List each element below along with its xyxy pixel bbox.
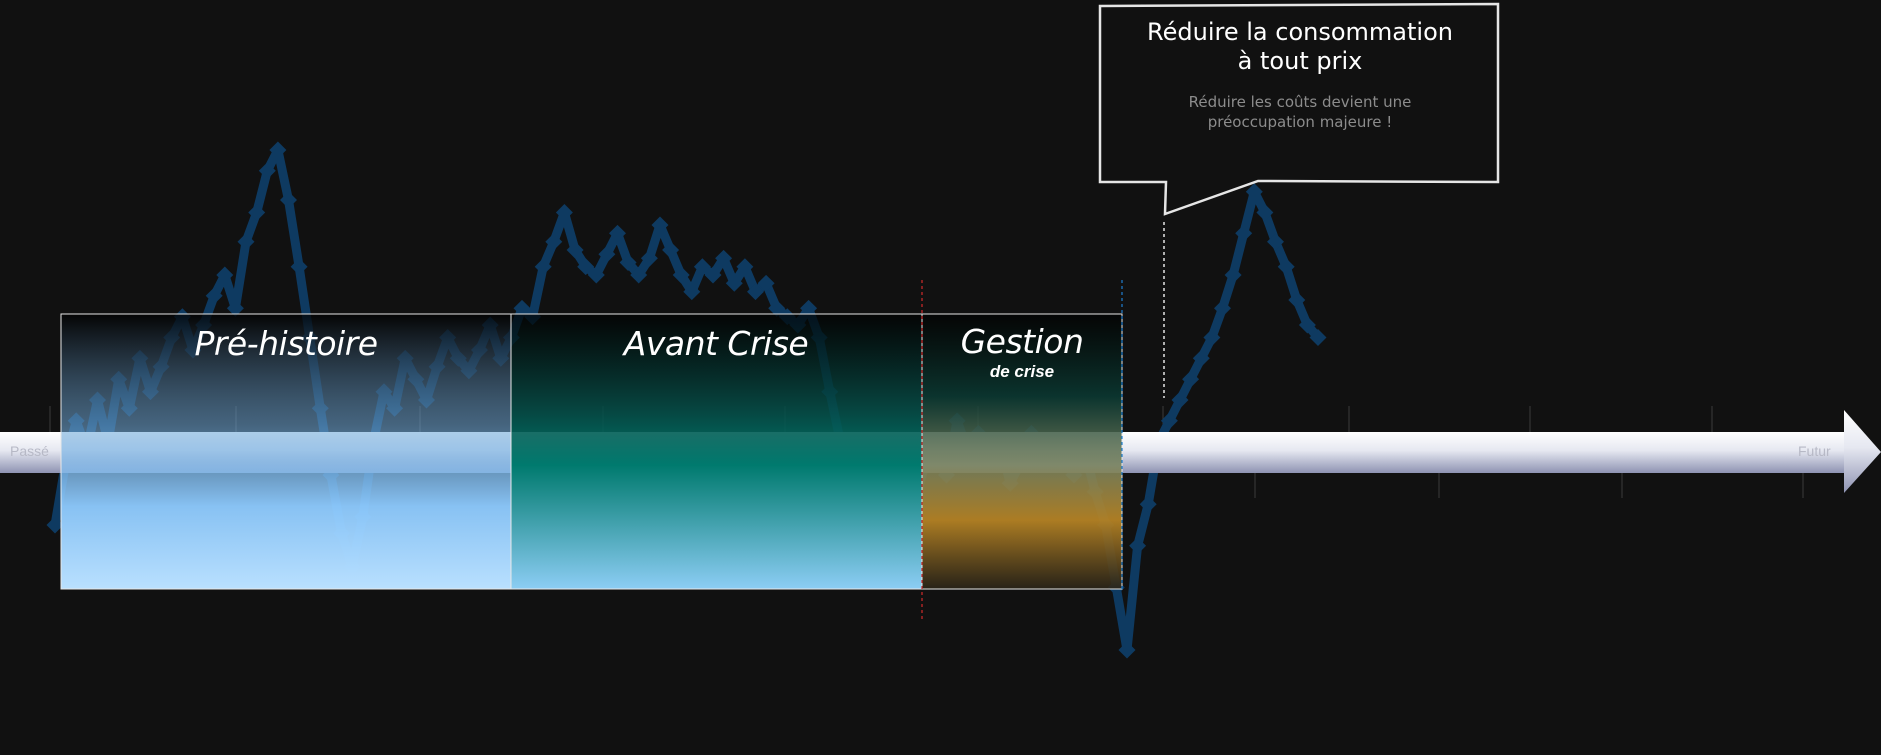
phase-subtitle-crisis: de crise [989,362,1055,381]
signal-point [609,224,626,242]
signal-point [736,258,754,276]
signal-point [587,266,605,284]
phase-panel-crisis [921,313,1123,590]
signal-point [46,516,64,534]
signal-point [280,191,297,209]
signal-point [216,266,234,284]
signal-point [757,274,775,292]
signal-point [630,266,648,284]
signal-point [768,299,786,317]
callout-title: Réduire la consommation à tout prix [1100,18,1500,76]
signal-point [672,266,690,284]
signal-point [269,141,287,159]
axis-start-label: Passé [10,443,49,459]
signal-point [248,204,266,221]
phase-title-crisis: Gestion [960,322,1084,361]
callout-bubble [1098,2,1500,216]
signal-point [566,241,584,259]
signal-point [226,299,244,317]
phase-panel-prehistory [60,313,512,590]
signal-point [715,249,733,267]
signal-point [683,283,701,301]
axis-end-label: Futur [1798,443,1831,459]
signal-point [258,162,276,180]
signal-point [534,258,552,276]
signal-point [619,254,637,271]
callout-title-line2: à tout prix [1237,47,1363,75]
signal-point [290,258,308,276]
signal-point [1118,641,1136,659]
signal-point [1129,537,1147,555]
signal-point [545,233,563,251]
phase-panel-precrisis [510,313,923,590]
signal-point [598,245,616,263]
signal-point [513,299,531,317]
callout-text-line1: Réduire les coûts devient une [1188,93,1412,111]
phase-title-precrisis: Avant Crise [623,324,809,363]
signal-point [555,204,573,221]
phase-title-prehistory: Pré-histoire [194,324,378,363]
signal-point [693,258,711,276]
callout-title-line1: Réduire la consommation [1147,18,1453,46]
signal-point [800,299,818,317]
signal-point [662,241,680,259]
callout-text: Réduire les coûts devient une préoccupat… [1130,92,1470,132]
signal-point [205,287,223,305]
signal-point [747,283,764,301]
signal-point [577,258,595,276]
signal-point [237,233,255,251]
signal-point [725,274,743,292]
signal-point [704,266,722,284]
signal-point [651,216,669,234]
callout-text-line2: préoccupation majeure ! [1207,113,1393,131]
